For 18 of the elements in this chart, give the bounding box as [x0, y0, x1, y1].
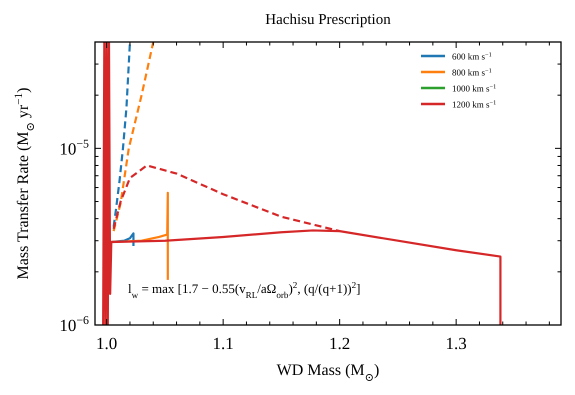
line-series: [102, 42, 502, 325]
x-tick-label: 1.0: [96, 334, 118, 353]
line-series: [110, 232, 135, 248]
y-tick-label: 10$^{−6}$: [59, 313, 90, 335]
line-series: [112, 164, 341, 232]
x-axis-title: WD Mass (M$_{⊙}$): [276, 362, 380, 384]
chart-title: Hachisu Prescription: [265, 12, 392, 28]
y-tick-label: 10$^{−5}$: [59, 136, 90, 158]
x-tick-label: 1.2: [329, 334, 350, 353]
legend-label: 800 km s$^{−1}$: [452, 67, 492, 78]
line-series: [112, 42, 154, 232]
legend-label: 600 km s$^{−1}$: [452, 51, 492, 62]
legend-label: 1200 km s$^{−1}$: [452, 99, 496, 110]
text: l$_{w}$ = max [1.7 − 0.55(v$_{RL}$/aΩ$_{orb}$)$^{2}$, (q/(q+1))$^{2}$]: [128, 280, 360, 300]
x-tick-label: 1.3: [446, 334, 467, 353]
legend-label: 1000 km s$^{−1}$: [452, 83, 496, 94]
x-tick-label: 1.1: [212, 334, 234, 353]
line-series: [112, 42, 132, 228]
